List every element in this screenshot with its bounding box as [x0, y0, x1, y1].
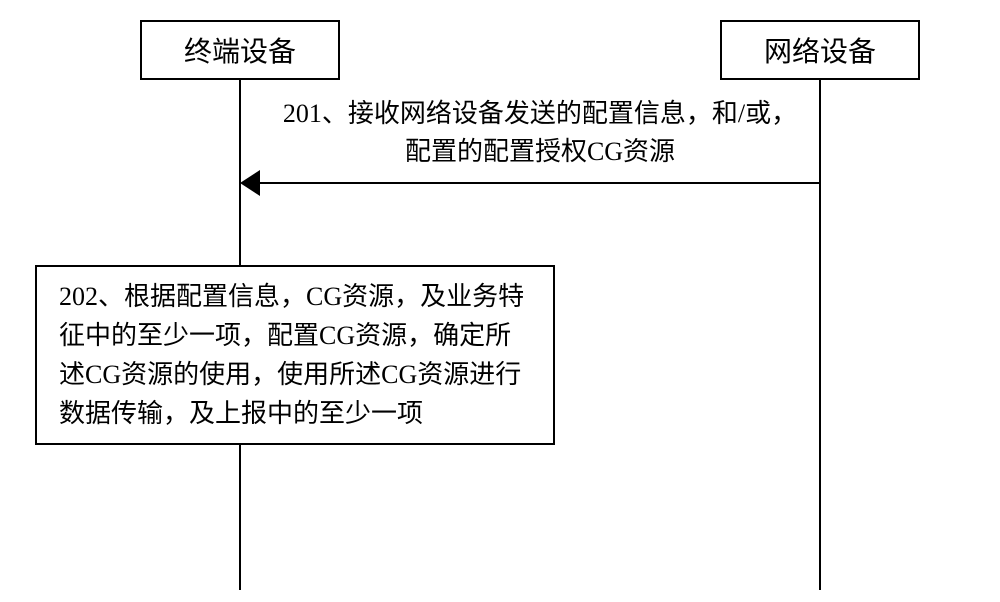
- sequence-diagram: 终端设备 网络设备 201、接收网络设备发送的配置信息，和/或，配置的配置授权C…: [0, 0, 1000, 602]
- participant-terminal-box: 终端设备: [140, 20, 340, 80]
- step-202-label: 202、根据配置信息，CG资源，及业务特征中的至少一项，配置CG资源，确定所述C…: [59, 277, 531, 433]
- participant-network-label: 网络设备: [764, 30, 876, 70]
- participant-terminal-label: 终端设备: [184, 30, 296, 70]
- participant-network-box: 网络设备: [720, 20, 920, 80]
- message-201-arrow-line: [258, 182, 820, 184]
- lifeline-network: [819, 80, 821, 590]
- message-201-arrow-head-icon: [240, 170, 260, 201]
- step-202-box: 202、根据配置信息，CG资源，及业务特征中的至少一项，配置CG资源，确定所述C…: [35, 265, 555, 445]
- message-201-label: 201、接收网络设备发送的配置信息，和/或，配置的配置授权CG资源: [270, 95, 810, 170]
